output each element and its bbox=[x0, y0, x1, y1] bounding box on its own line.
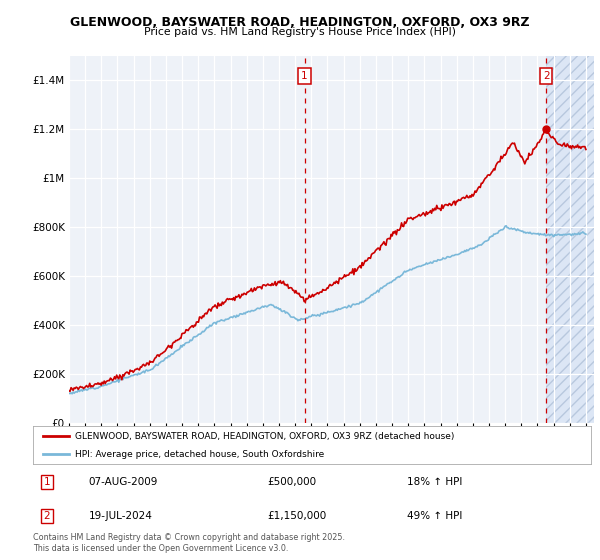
Text: Price paid vs. HM Land Registry's House Price Index (HPI): Price paid vs. HM Land Registry's House … bbox=[144, 27, 456, 38]
Bar bbox=[546, 56, 594, 423]
Text: 19-JUL-2024: 19-JUL-2024 bbox=[89, 511, 152, 521]
Text: 1: 1 bbox=[301, 71, 308, 81]
Text: 2: 2 bbox=[543, 71, 550, 81]
Text: 07-AUG-2009: 07-AUG-2009 bbox=[89, 477, 158, 487]
Text: GLENWOOD, BAYSWATER ROAD, HEADINGTON, OXFORD, OX3 9RZ (detached house): GLENWOOD, BAYSWATER ROAD, HEADINGTON, OX… bbox=[75, 432, 454, 441]
Text: 2: 2 bbox=[44, 511, 50, 521]
Text: 1: 1 bbox=[44, 477, 50, 487]
Text: HPI: Average price, detached house, South Oxfordshire: HPI: Average price, detached house, Sout… bbox=[75, 450, 324, 459]
Text: 49% ↑ HPI: 49% ↑ HPI bbox=[407, 511, 462, 521]
Text: £1,150,000: £1,150,000 bbox=[268, 511, 326, 521]
Text: GLENWOOD, BAYSWATER ROAD, HEADINGTON, OXFORD, OX3 9RZ: GLENWOOD, BAYSWATER ROAD, HEADINGTON, OX… bbox=[70, 16, 530, 29]
Text: 18% ↑ HPI: 18% ↑ HPI bbox=[407, 477, 462, 487]
Text: Contains HM Land Registry data © Crown copyright and database right 2025.
This d: Contains HM Land Registry data © Crown c… bbox=[33, 533, 345, 553]
Text: £500,000: £500,000 bbox=[268, 477, 316, 487]
